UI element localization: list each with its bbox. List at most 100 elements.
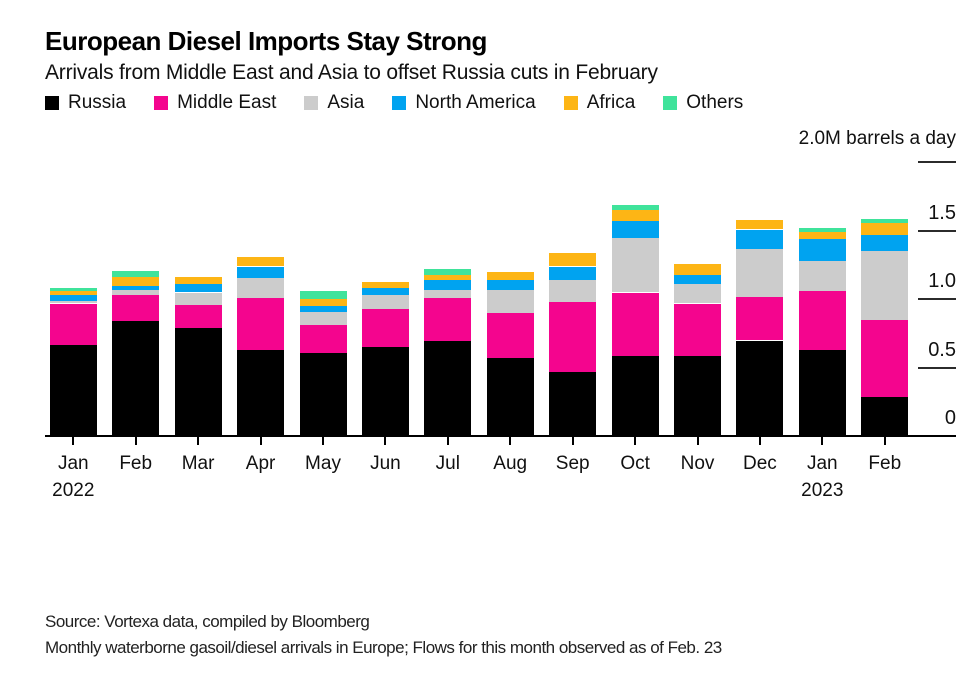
bar-segment-russia — [299, 352, 347, 435]
legend: Russia Middle East Asia North America Africa… — [45, 92, 743, 114]
bar-segment-north-america — [361, 288, 409, 296]
legend-swatch-icon — [304, 96, 319, 110]
legend-label: North America — [415, 92, 536, 113]
bar-segment-others — [424, 269, 472, 275]
bar-segment-north-america — [486, 280, 534, 290]
bar-segment-russia — [424, 340, 472, 435]
x-axis-month-label: Sep — [555, 453, 590, 474]
x-axis-month-label: Jul — [435, 453, 460, 474]
x-axis-line — [45, 435, 956, 437]
bar-segment-russia — [49, 344, 97, 435]
legend-item-north-america: North America — [392, 92, 536, 114]
bar-segment-middle-east — [299, 325, 347, 353]
bar-segment-africa — [486, 272, 534, 281]
x-axis-month-label: Feb — [119, 453, 153, 474]
bar-segment-africa — [237, 256, 285, 267]
bar-segment-others — [861, 218, 909, 223]
bar-segment-middle-east — [736, 296, 784, 341]
bar-segment-middle-east — [798, 291, 846, 350]
bar-segment-middle-east — [49, 303, 97, 345]
bar-segment-middle-east — [361, 309, 409, 348]
bar-segment-north-america — [299, 306, 347, 312]
legend-item-others: Others — [663, 92, 743, 114]
y-tick-label: 0.5 — [928, 339, 956, 361]
x-axis-tick — [72, 437, 75, 445]
bar-segment-russia — [174, 328, 222, 435]
legend-item-middle-east: Middle East — [154, 92, 276, 114]
bar-segment-africa — [611, 210, 659, 222]
bar-segment-north-america — [861, 235, 909, 252]
bar-segment-others — [299, 291, 347, 300]
x-axis-tick — [883, 437, 886, 445]
bar-segment-middle-east — [174, 304, 222, 329]
bar-segment-asia — [736, 248, 784, 297]
y-tick-line — [918, 298, 956, 300]
bar-segment-asia — [549, 280, 597, 303]
bar-segment-middle-east — [674, 303, 721, 356]
bar-segment-africa — [861, 222, 909, 235]
bar-segment-russia — [361, 347, 409, 435]
bar-segment-russia — [549, 372, 597, 435]
chart-subtitle: Arrivals from Middle East and Asia to of… — [45, 61, 658, 84]
bar-segment-north-america — [174, 284, 222, 293]
legend-label: Asia — [327, 92, 365, 113]
bar-segment-middle-east — [112, 295, 160, 322]
bar-segment-north-america — [798, 239, 846, 261]
x-axis-tick — [446, 437, 449, 445]
legend-item-africa: Africa — [563, 92, 635, 114]
bar-segment-asia — [361, 295, 409, 309]
y-tick-line — [918, 161, 956, 163]
bar-segment-middle-east — [861, 319, 909, 397]
x-axis-tick — [821, 437, 824, 445]
x-axis-month-label: May — [305, 453, 341, 474]
y-axis-unit-label: 2.0M barrels a day — [798, 128, 956, 149]
bar-segment-middle-east — [549, 302, 597, 372]
x-axis-tick — [509, 437, 512, 445]
x-axis-year-label: 2022 — [52, 480, 95, 501]
bar-segment-north-america — [112, 285, 160, 290]
x-axis-month-label: Apr — [245, 453, 276, 474]
bar-segment-africa — [49, 291, 97, 296]
x-axis-month-label: Jun — [370, 453, 401, 474]
x-axis-tick — [322, 437, 324, 445]
y-tick-line — [918, 367, 956, 369]
bar-segment-others — [49, 288, 97, 292]
x-axis-month-label: Dec — [742, 453, 777, 474]
legend-item-asia: Asia — [304, 92, 364, 114]
y-tick-line — [918, 230, 956, 232]
legend-item-russia: Russia — [45, 92, 126, 114]
x-axis-tick — [259, 437, 262, 445]
bar-segment-others — [611, 204, 659, 211]
bar-segment-north-america — [549, 266, 597, 281]
legend-label: Middle East — [177, 92, 277, 113]
source-note-line: Monthly waterborne gasoil/diesel arrival… — [45, 638, 722, 657]
bar-segment-russia — [736, 340, 784, 435]
x-axis-tick — [134, 437, 137, 445]
x-axis-tick — [197, 437, 200, 445]
x-axis-month-label: Mar — [181, 453, 215, 474]
x-axis-tick — [758, 437, 761, 445]
y-tick-label: 1.0 — [928, 270, 956, 292]
bar-segment-russia — [674, 355, 721, 435]
bar-segment-asia — [486, 289, 534, 314]
x-axis-tick — [571, 437, 574, 445]
bar-segment-others — [798, 228, 846, 233]
x-axis-tick — [384, 437, 387, 445]
bar-segment-africa — [674, 263, 721, 275]
x-axis-month-label: Jan — [57, 453, 89, 474]
bar-segment-north-america — [611, 221, 659, 238]
bar-segment-middle-east — [611, 292, 659, 356]
chart-title: European Diesel Imports Stay Strong — [45, 26, 487, 56]
legend-swatch-icon — [663, 96, 678, 110]
bar-segment-russia — [611, 355, 659, 435]
x-axis-month-label: Oct — [620, 453, 650, 474]
bar-segment-north-america — [674, 274, 721, 285]
bar-segment-asia — [299, 311, 347, 326]
x-axis-tick — [634, 437, 637, 445]
source-line: Source: Vortexa data, compiled by Bloomb… — [45, 612, 370, 631]
bar-segment-russia — [798, 350, 846, 435]
bar-segment-russia — [486, 358, 534, 435]
bar-segment-asia — [237, 277, 285, 299]
bar-segment-russia — [861, 396, 909, 435]
legend-swatch-icon — [392, 96, 407, 110]
